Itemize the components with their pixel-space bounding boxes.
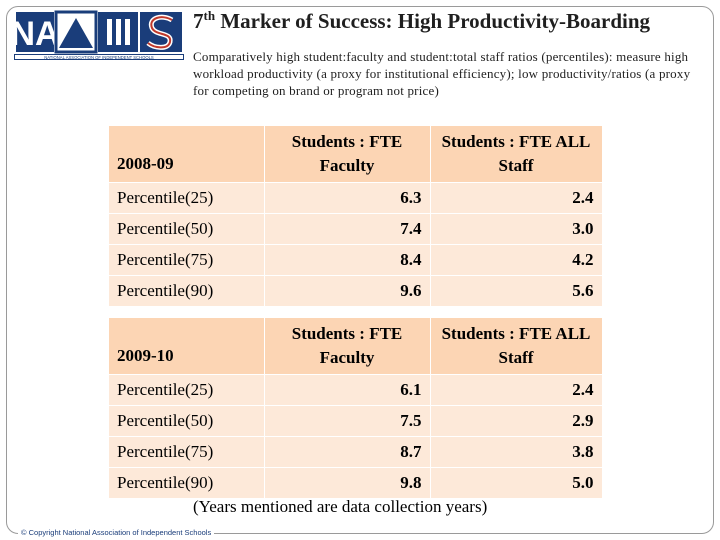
col-header-staff: Students : FTE ALL Staff bbox=[430, 318, 603, 375]
title-number: 7 bbox=[193, 9, 204, 33]
faculty-ratio: 7.5 bbox=[264, 405, 431, 437]
table-header-row: 2008-09 Students : FTE Faculty Students … bbox=[109, 126, 603, 183]
title-superscript: th bbox=[203, 8, 216, 23]
col-header-faculty: Students : FTE Faculty bbox=[264, 318, 431, 375]
col-header-faculty: Students : FTE Faculty bbox=[264, 126, 431, 183]
faculty-ratio: 9.8 bbox=[264, 467, 431, 499]
staff-ratio: 3.8 bbox=[430, 436, 603, 468]
slide-title: 7th Marker of Success: High Productivity… bbox=[193, 8, 713, 34]
table-2008-09: 2008-09 Students : FTE Faculty Students … bbox=[109, 126, 603, 307]
table-row: Percentile(25) 6.1 2.4 bbox=[109, 374, 603, 406]
table-row: Percentile(50) 7.4 3.0 bbox=[109, 213, 603, 245]
table-row: Percentile(75) 8.7 3.8 bbox=[109, 436, 603, 468]
col-header-staff: Students : FTE ALL Staff bbox=[430, 126, 603, 183]
staff-ratio: 3.0 bbox=[430, 213, 603, 245]
staff-ratio: 4.2 bbox=[430, 244, 603, 276]
row-label: Percentile(50) bbox=[109, 213, 265, 245]
title-text: Marker of Success: High Productivity-Boa… bbox=[215, 9, 651, 33]
footnote: (Years mentioned are data collection yea… bbox=[193, 497, 488, 516]
logo-letter-n: NA bbox=[14, 15, 60, 53]
year-label: 2009-10 bbox=[109, 318, 265, 375]
row-label: Percentile(75) bbox=[109, 436, 265, 468]
row-label: Percentile(25) bbox=[109, 374, 265, 406]
table-row: Percentile(75) 8.4 4.2 bbox=[109, 244, 603, 276]
table-row: Percentile(90) 9.8 5.0 bbox=[109, 467, 603, 499]
table-row: Percentile(25) 6.3 2.4 bbox=[109, 182, 603, 214]
faculty-ratio: 7.4 bbox=[264, 213, 431, 245]
row-label: Percentile(50) bbox=[109, 405, 265, 437]
staff-ratio: 5.6 bbox=[430, 275, 603, 307]
slide-frame bbox=[6, 6, 714, 534]
faculty-ratio: 6.1 bbox=[264, 374, 431, 406]
row-label: Percentile(90) bbox=[109, 467, 265, 499]
staff-ratio: 2.4 bbox=[430, 182, 603, 214]
table-row: Percentile(90) 9.6 5.6 bbox=[109, 275, 603, 307]
row-label: Percentile(75) bbox=[109, 244, 265, 276]
faculty-ratio: 8.4 bbox=[264, 244, 431, 276]
table-row: Percentile(50) 7.5 2.9 bbox=[109, 405, 603, 437]
staff-ratio: 5.0 bbox=[430, 467, 603, 499]
logo-caption: NATIONAL ASSOCIATION OF INDEPENDENT SCHO… bbox=[14, 54, 184, 60]
faculty-ratio: 8.7 bbox=[264, 436, 431, 468]
copyright: © Copyright National Association of Inde… bbox=[18, 528, 215, 537]
slide-subtitle: Comparatively high student:faculty and s… bbox=[193, 49, 691, 98]
staff-ratio: 2.4 bbox=[430, 374, 603, 406]
row-label: Percentile(25) bbox=[109, 182, 265, 214]
staff-ratio: 2.9 bbox=[430, 405, 603, 437]
faculty-ratio: 6.3 bbox=[264, 182, 431, 214]
nais-logo: NA bbox=[14, 10, 184, 54]
row-label: Percentile(90) bbox=[109, 275, 265, 307]
faculty-ratio: 9.6 bbox=[264, 275, 431, 307]
table-header-row: 2009-10 Students : FTE Faculty Students … bbox=[109, 318, 603, 375]
table-2009-10: 2009-10 Students : FTE Faculty Students … bbox=[109, 318, 603, 499]
year-label: 2008-09 bbox=[109, 126, 265, 183]
